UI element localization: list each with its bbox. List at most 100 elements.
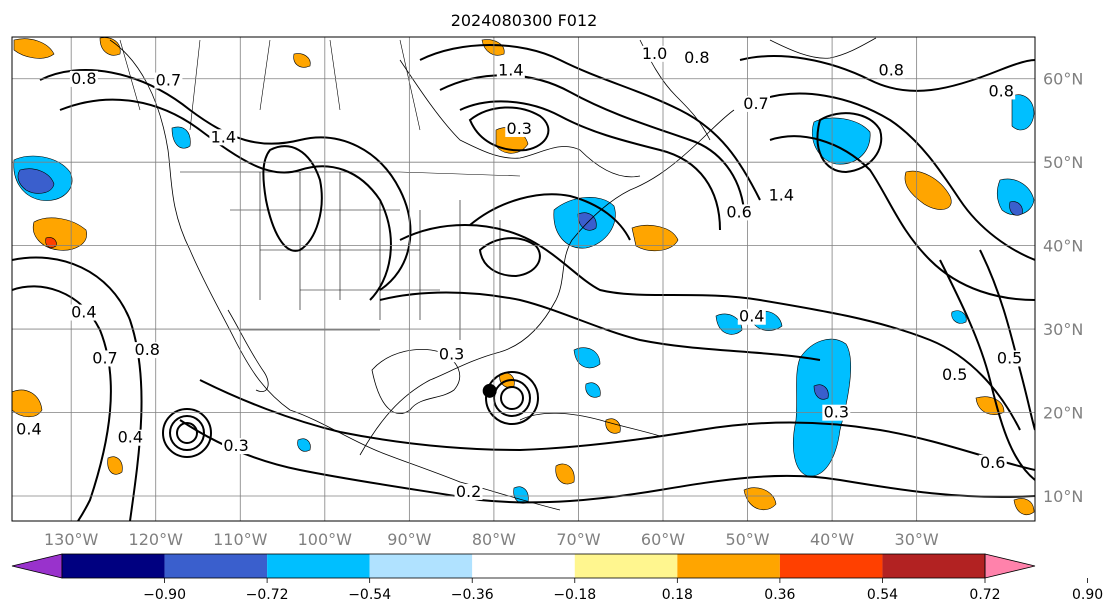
lat-tick-label: 20°N — [1043, 404, 1083, 423]
anomaly-blob — [171, 126, 191, 149]
contour-label: 0.8 — [684, 48, 709, 67]
contour-label-bg — [725, 204, 754, 221]
contour-label: 0.3 — [507, 119, 532, 138]
anomaly-blob — [1013, 498, 1035, 515]
storm-ring — [485, 371, 539, 425]
anomaly-blob — [99, 37, 121, 56]
coastline — [399, 59, 641, 178]
state-borders — [119, 39, 521, 340]
colorbar-labels: −0.90 −0.72 −0.54 −0.36 −0.18 0.18 0.36 0.54 0.7… — [143, 578, 1103, 603]
contour-label: 0.8 — [879, 61, 904, 80]
contour-lines — [12, 44, 1035, 521]
colorbar-tick-label: 0.72 — [969, 587, 1000, 603]
contour-label: 0.4 — [71, 303, 96, 322]
contour-line — [468, 106, 550, 152]
colorbar-tick-label: 0.90 — [1072, 587, 1103, 603]
contour-line — [399, 224, 1021, 431]
contour-line — [478, 237, 541, 278]
contour-label-bg — [69, 304, 98, 321]
contour-label: 1.4 — [769, 186, 794, 205]
contour-line — [419, 44, 761, 201]
contour-line — [12, 256, 143, 521]
anomaly-blob — [793, 338, 851, 477]
contour-label: 0.8 — [71, 69, 96, 88]
anomaly-blob — [13, 38, 55, 59]
contour-label-bg — [116, 429, 145, 446]
contour-label-bg — [91, 350, 119, 367]
anomaly-blob — [631, 225, 679, 252]
colorbar-extend-high — [984, 553, 1036, 579]
contour-label-bg — [995, 350, 1024, 367]
colorbar-segment — [164, 554, 268, 578]
coastline — [769, 37, 877, 59]
contour-label-bg — [737, 308, 766, 325]
colorbar-tick-label: −0.54 — [348, 587, 391, 603]
contour-labels: 0.8 0.7 0.4 0.7 0.8 0.4 0.3 0.4 1.4 0.3 1.4 0.3 1.0 0… — [14, 44, 1024, 501]
colorbar-segment — [369, 554, 473, 578]
contour-label: 1.4 — [211, 127, 236, 146]
lat-tick-label: 50°N — [1043, 153, 1083, 172]
lon-tick-label: 40°W — [810, 530, 854, 549]
storm-ring — [500, 386, 524, 410]
colorbar-segment — [472, 554, 575, 578]
lon-tick-label: 80°W — [472, 530, 516, 549]
colorbar-tick-label: −0.18 — [553, 587, 596, 603]
contour-label: 0.2 — [456, 482, 481, 501]
contour-label-bg — [877, 62, 906, 79]
contour-label: 1.4 — [498, 61, 523, 80]
colorbar-tick-label: −0.90 — [143, 587, 186, 603]
colorbar-tick-label: 0.18 — [662, 587, 693, 603]
anomaly-blob — [17, 168, 55, 194]
lon-tick-label: 110°W — [213, 530, 268, 549]
colorbar-tick-label: −0.36 — [451, 587, 494, 603]
contour-label: 0.3 — [439, 344, 464, 363]
colorbar-segment — [882, 554, 985, 578]
contour-line — [939, 259, 1035, 481]
contour-line — [199, 379, 1035, 471]
contour-label-bg — [496, 62, 525, 79]
contour-label: 0.5 — [942, 365, 967, 384]
colorbar-extend-low — [11, 553, 63, 579]
contour-line — [179, 419, 1035, 504]
lat-tick-label: 10°N — [1043, 487, 1083, 506]
contour-label: 0.4 — [16, 419, 41, 438]
lon-tick-label: 30°W — [895, 530, 939, 549]
colorbar — [11, 553, 1036, 579]
contour-label: 0.4 — [739, 307, 764, 326]
coastline — [371, 349, 460, 414]
lon-tick-label: 120°W — [129, 530, 184, 549]
lat-tick-label: 30°N — [1043, 320, 1083, 339]
contour-label-bg — [222, 438, 251, 455]
low-pressure-ring — [169, 415, 205, 451]
contour-label-bg — [505, 120, 534, 137]
contour-line — [469, 193, 631, 241]
anomaly-blob — [577, 212, 597, 231]
colorbar-frame — [61, 553, 986, 579]
contour-label: 0.8 — [988, 81, 1013, 100]
contour-label-bg — [742, 95, 770, 112]
map-frame — [11, 36, 1036, 522]
contour-label: 0.3 — [223, 436, 248, 455]
lat-tick-label: 60°N — [1043, 70, 1083, 89]
contour-line — [39, 69, 412, 291]
colorbar-tick-label: −0.72 — [246, 587, 289, 603]
contour-label-bg — [133, 342, 162, 359]
colorbar-segment — [677, 554, 780, 578]
lon-tick-label: 100°W — [298, 530, 353, 549]
anomaly-blob — [293, 53, 311, 68]
anomaly-blob — [481, 39, 505, 56]
contour-line — [739, 55, 1035, 92]
low-pressure-ring — [176, 422, 198, 444]
coastline — [519, 412, 661, 437]
low-pressure-ring — [162, 408, 212, 458]
colorbar-tick-label: 0.36 — [764, 587, 795, 603]
anomaly-blob — [743, 487, 777, 511]
contour-line — [59, 98, 392, 301]
contour-label: 0.8 — [135, 340, 160, 359]
lon-tick-label: 50°W — [725, 530, 769, 549]
border — [180, 171, 521, 177]
colorbar-segment — [62, 554, 165, 578]
contour-label: 0.5 — [997, 348, 1022, 367]
contour-line — [769, 135, 1035, 301]
